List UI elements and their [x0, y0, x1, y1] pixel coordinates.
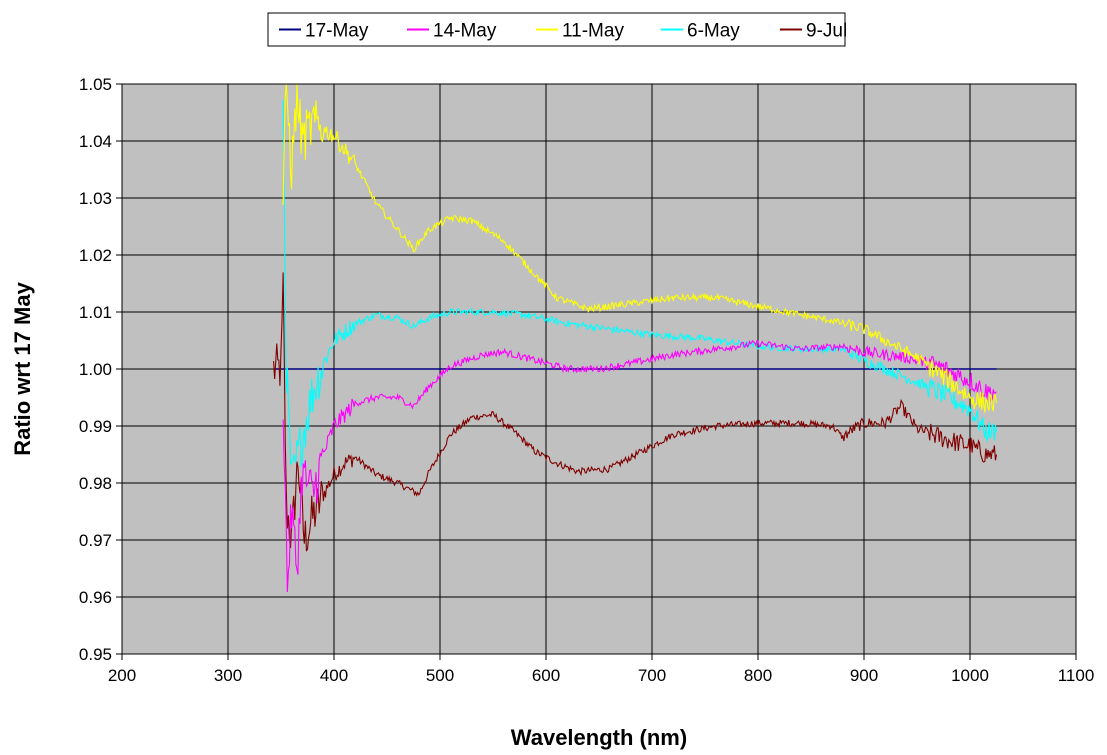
series-line-6-May [282, 99, 998, 468]
y-tick-label: 1.01 [79, 303, 112, 322]
x-tick-label: 500 [426, 666, 454, 685]
series-layer [273, 83, 998, 592]
y-axis-ticks: 0.95 0.96 0.97 0.98 0.99 1.00 1.01 1.02 1.03 1.04… [79, 75, 122, 664]
x-tick-label: 200 [108, 666, 136, 685]
y-tick-label: 0.95 [79, 645, 112, 664]
y-tick-label: 1.03 [79, 189, 112, 208]
x-axis-ticks: 200 300 400 500 600 700 800 900 1000 1100 [108, 654, 1094, 685]
y-tick-label: 1.04 [79, 132, 112, 151]
legend-label: 11-May [562, 21, 624, 42]
y-tick-label: 0.96 [79, 588, 112, 607]
x-tick-label: 900 [850, 666, 878, 685]
series-line-14-May [282, 339, 997, 592]
x-tick-label: 700 [638, 666, 666, 685]
x-tick-label: 1000 [951, 666, 989, 685]
y-tick-label: 0.97 [79, 531, 112, 550]
x-tick-label: 300 [214, 666, 242, 685]
y-tick-label: 0.99 [79, 417, 112, 436]
series-line-11-May [282, 83, 998, 413]
x-tick-label: 1100 [1058, 666, 1095, 685]
x-axis-title: Wavelength (nm) [511, 725, 687, 750]
legend-label: 6-May [687, 21, 740, 42]
series-line-9-Jul [273, 272, 998, 552]
x-tick-label: 400 [320, 666, 348, 685]
x-tick-label: 600 [532, 666, 560, 685]
y-tick-label: 1.00 [79, 360, 112, 379]
y-tick-label: 1.02 [79, 246, 112, 265]
legend-label: 14-May [433, 21, 497, 42]
legend: 17-May 14-May 11-May 6-May 9-Jul [267, 12, 847, 47]
y-tick-label: 0.98 [79, 474, 112, 493]
legend-label: 9-Jul [806, 21, 847, 42]
y-axis-title: Ratio wrt 17 May [10, 281, 35, 455]
x-tick-label: 800 [744, 666, 772, 685]
y-tick-label: 1.05 [79, 75, 112, 94]
legend-label: 17-May [305, 21, 369, 42]
